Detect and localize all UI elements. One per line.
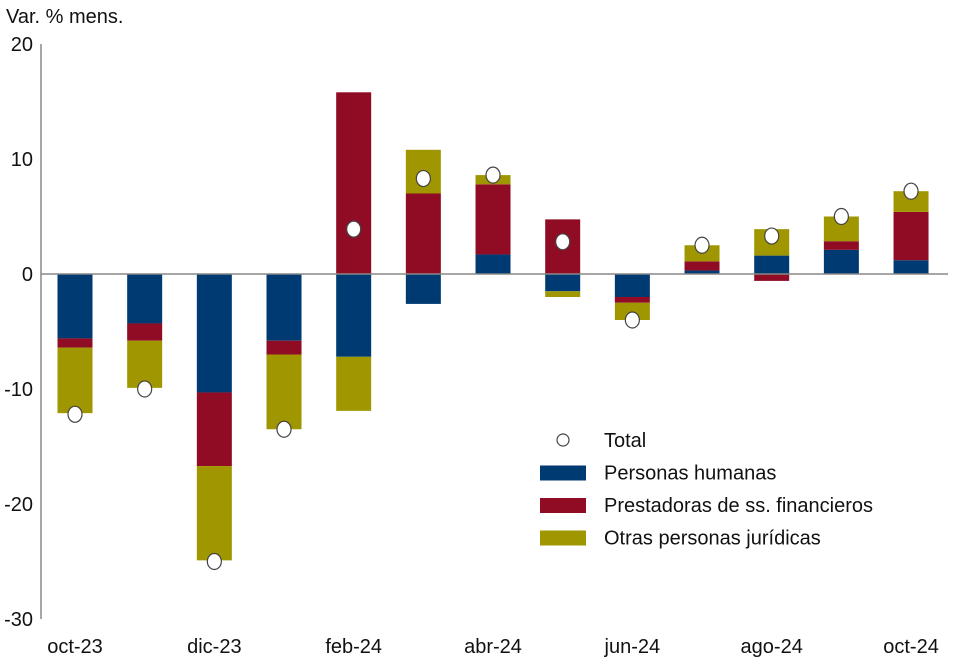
y-tick-label: -10 xyxy=(4,379,33,401)
legend-marker-total xyxy=(556,433,570,447)
legend-label-2: Prestadoras de ss. financieros xyxy=(604,495,873,517)
bar-segment-1 xyxy=(336,274,372,357)
bar-segment-1 xyxy=(684,270,720,274)
bar-segment-2 xyxy=(754,274,790,281)
y-tick-label: 20 xyxy=(11,34,33,56)
total-marker xyxy=(833,207,849,226)
bar-segment-3 xyxy=(614,302,650,320)
legend-swatch-2 xyxy=(540,498,586,513)
x-tick-label: oct-23 xyxy=(47,636,103,658)
bar-segment-1 xyxy=(196,274,232,393)
total-marker xyxy=(137,380,153,398)
bar-segment-3 xyxy=(893,191,929,212)
total-marker xyxy=(555,233,571,251)
bar-segment-1 xyxy=(127,274,163,324)
legend-swatch-3 xyxy=(540,530,586,546)
total-marker xyxy=(415,169,431,188)
bar-segment-2 xyxy=(475,184,511,255)
bar-segment-1 xyxy=(405,274,441,304)
bar-segment-3 xyxy=(336,356,372,411)
bar-segment-1 xyxy=(57,274,93,339)
bar-segment-1 xyxy=(754,255,790,274)
y-tick-label: 0 xyxy=(22,264,33,286)
bar-segment-3 xyxy=(196,466,232,561)
x-tick-label: oct-24 xyxy=(883,636,939,658)
total-marker xyxy=(206,552,222,571)
bar-segment-1 xyxy=(893,260,929,274)
y-tick-label: -20 xyxy=(4,494,33,516)
bar-segment-1 xyxy=(266,274,302,341)
y-tick-label: -30 xyxy=(4,609,33,631)
bar-segment-2 xyxy=(684,261,720,271)
bar-segment-2 xyxy=(57,338,93,348)
bar-segment-2 xyxy=(336,92,372,274)
total-marker xyxy=(694,236,710,254)
total-marker xyxy=(346,220,362,238)
total-marker xyxy=(764,227,780,245)
total-marker xyxy=(485,166,501,184)
bar-segment-3 xyxy=(57,347,93,414)
x-tick-label: feb-24 xyxy=(325,636,382,658)
bar-segment-2 xyxy=(893,211,929,261)
bar-segment-1 xyxy=(614,274,650,297)
legend-swatch-1 xyxy=(540,465,586,481)
legend: Total Personas humanas Prestadoras de ss. … xyxy=(540,430,873,550)
x-tick-label: jun-24 xyxy=(604,636,661,658)
legend-label-1: Personas humanas xyxy=(604,463,776,485)
bar-segment-2 xyxy=(823,241,859,250)
total-marker xyxy=(276,420,292,438)
bar-segment-1 xyxy=(475,254,511,274)
bar-segment-3 xyxy=(545,291,581,297)
x-tick-label: ago-24 xyxy=(741,636,803,658)
y-tick-label: 10 xyxy=(11,149,33,171)
bar-segment-2 xyxy=(405,193,441,274)
bar-segment-2 xyxy=(127,323,163,341)
bar-segment-2 xyxy=(614,297,650,303)
legend-label-3: Otras personas jurídicas xyxy=(604,528,821,550)
bar-segment-3 xyxy=(127,340,163,388)
legend-label-total: Total xyxy=(604,430,646,452)
bar-segment-2 xyxy=(196,392,232,467)
bar-segment-3 xyxy=(266,354,302,430)
bar-segment-2 xyxy=(266,340,302,355)
bar-segment-1 xyxy=(823,249,859,274)
total-marker xyxy=(67,405,83,423)
x-tick-label: abr-24 xyxy=(464,636,522,658)
x-tick-label: dic-23 xyxy=(187,636,241,658)
total-marker xyxy=(624,311,640,329)
total-marker xyxy=(903,182,919,200)
y-axis-title: Var. % mens. xyxy=(6,6,123,28)
bar-segment-1 xyxy=(545,274,581,292)
